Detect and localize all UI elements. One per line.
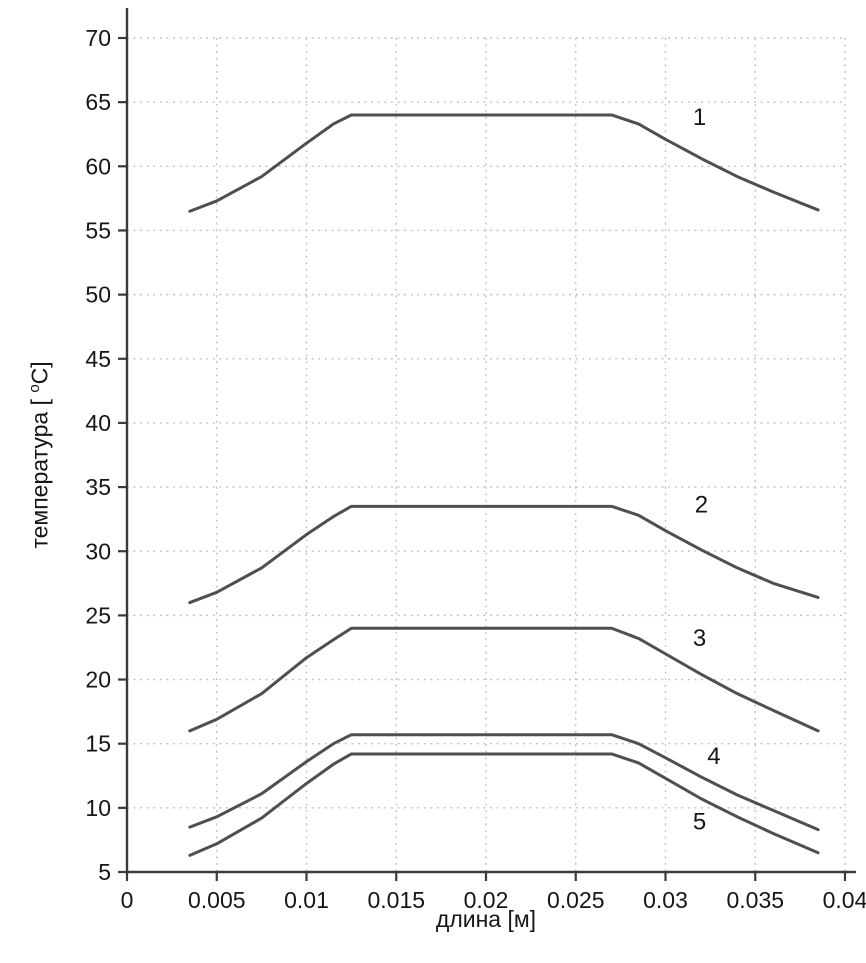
y-tick-label: 70	[85, 25, 111, 51]
y-tick-label: 20	[85, 667, 111, 693]
x-tick-label: 0.03	[643, 887, 688, 913]
y-tick-label: 40	[85, 410, 111, 436]
y-tick-label: 35	[85, 474, 111, 500]
x-tick-label: 0	[121, 887, 134, 913]
curve-2	[188, 504, 820, 605]
y-tick-label: 30	[85, 538, 111, 564]
y-tick-label: 65	[85, 89, 111, 115]
y-tick-label: 50	[85, 282, 111, 308]
y-tick-label: 10	[85, 795, 111, 821]
curve-label-2: 2	[695, 492, 708, 519]
y-tick-label: 5	[98, 859, 111, 885]
curve-label-1: 1	[693, 104, 706, 131]
curve-label-3: 3	[693, 625, 706, 652]
x-tick-label: 0.005	[188, 887, 246, 913]
y-tick-label: 60	[85, 153, 111, 179]
x-tick-label: 0.015	[367, 887, 425, 913]
y-tick-label: 55	[85, 218, 111, 244]
y-axis-label: температура [ oC]	[20, 255, 53, 655]
y-axis-label-post: C]	[26, 361, 53, 385]
curve-5	[188, 752, 820, 857]
y-tick-label: 25	[85, 602, 111, 628]
x-tick-label: 0.01	[284, 887, 329, 913]
x-tick-label: 0.02	[464, 887, 509, 913]
y-tick-label: 15	[85, 731, 111, 757]
curve-label-5: 5	[693, 809, 706, 836]
y-axis-label-pre: температура [	[26, 392, 53, 549]
y-axis-label-sup: o	[26, 384, 43, 393]
curve-1	[188, 113, 820, 213]
x-axis-label: длина [м]	[435, 906, 537, 932]
x-tick-label: 0.035	[726, 887, 784, 913]
x-tick-label: 0.025	[547, 887, 605, 913]
x-tick-label: 0.04	[823, 887, 866, 913]
y-tick-label: 45	[85, 346, 111, 372]
curve-label-4: 4	[707, 743, 720, 770]
curve-4	[188, 733, 820, 832]
curve-3	[188, 626, 820, 733]
